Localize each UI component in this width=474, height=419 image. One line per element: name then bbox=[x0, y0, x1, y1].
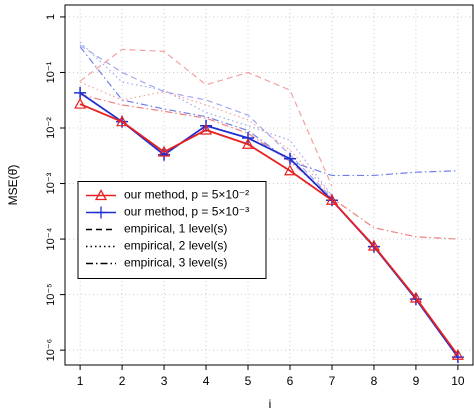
series-line bbox=[79, 103, 459, 356]
legend-marker bbox=[94, 189, 108, 201]
marker bbox=[74, 97, 87, 109]
marker bbox=[241, 138, 255, 149]
marker bbox=[409, 291, 422, 303]
legend-label: empirical, 3 level(s) bbox=[124, 256, 227, 270]
marker bbox=[325, 194, 338, 205]
x-tick-label: 8 bbox=[371, 374, 378, 388]
x-tick-label: 6 bbox=[287, 374, 294, 388]
x-tick-label: 3 bbox=[161, 374, 168, 388]
marker bbox=[283, 164, 297, 176]
legend-label: our method, p = 5×10⁻² bbox=[124, 188, 249, 202]
x-tick-label: 5 bbox=[245, 374, 252, 388]
x-tick-label: 2 bbox=[119, 374, 126, 388]
x-axis-label: i bbox=[269, 397, 272, 411]
y-tick-label: 10⁻⁶ bbox=[45, 339, 57, 362]
legend: our method, p = 5×10⁻² our method, p = 5×… bbox=[77, 181, 267, 279]
marker bbox=[116, 115, 129, 127]
plot-frame bbox=[64, 4, 474, 366]
x-tick-label: 10 bbox=[451, 374, 465, 388]
marker bbox=[74, 86, 87, 99]
marker bbox=[367, 239, 380, 251]
marker bbox=[200, 123, 213, 135]
legend-label: our method, p = 5×10⁻³ bbox=[124, 205, 249, 219]
y-tick-label: 10⁻² bbox=[45, 117, 57, 139]
marker bbox=[451, 348, 464, 360]
marker bbox=[158, 145, 171, 157]
marker bbox=[283, 152, 296, 165]
y-tick-label: 10⁻¹ bbox=[45, 61, 57, 83]
y-tick-label: 10⁻³ bbox=[45, 172, 57, 194]
series-line bbox=[79, 48, 333, 187]
legend-label: empirical, 2 level(s) bbox=[124, 239, 227, 253]
legend-marker bbox=[95, 206, 107, 219]
y-tick-label: 10⁻⁴ bbox=[45, 227, 57, 250]
y-tick-label: 10⁻⁵ bbox=[45, 283, 57, 306]
x-tick-label: 9 bbox=[413, 374, 420, 388]
x-tick-label: 1 bbox=[77, 374, 84, 388]
series-line bbox=[79, 93, 458, 240]
series-line bbox=[79, 46, 458, 177]
x-tick-label: 4 bbox=[203, 374, 210, 388]
series-line bbox=[79, 81, 333, 197]
y-tick-label: 1 bbox=[45, 14, 57, 20]
y-axis-label: MSE(θ̂) bbox=[6, 165, 20, 206]
x-tick-label: 7 bbox=[329, 374, 336, 388]
legend-label: empirical, 1 level(s) bbox=[124, 222, 227, 236]
